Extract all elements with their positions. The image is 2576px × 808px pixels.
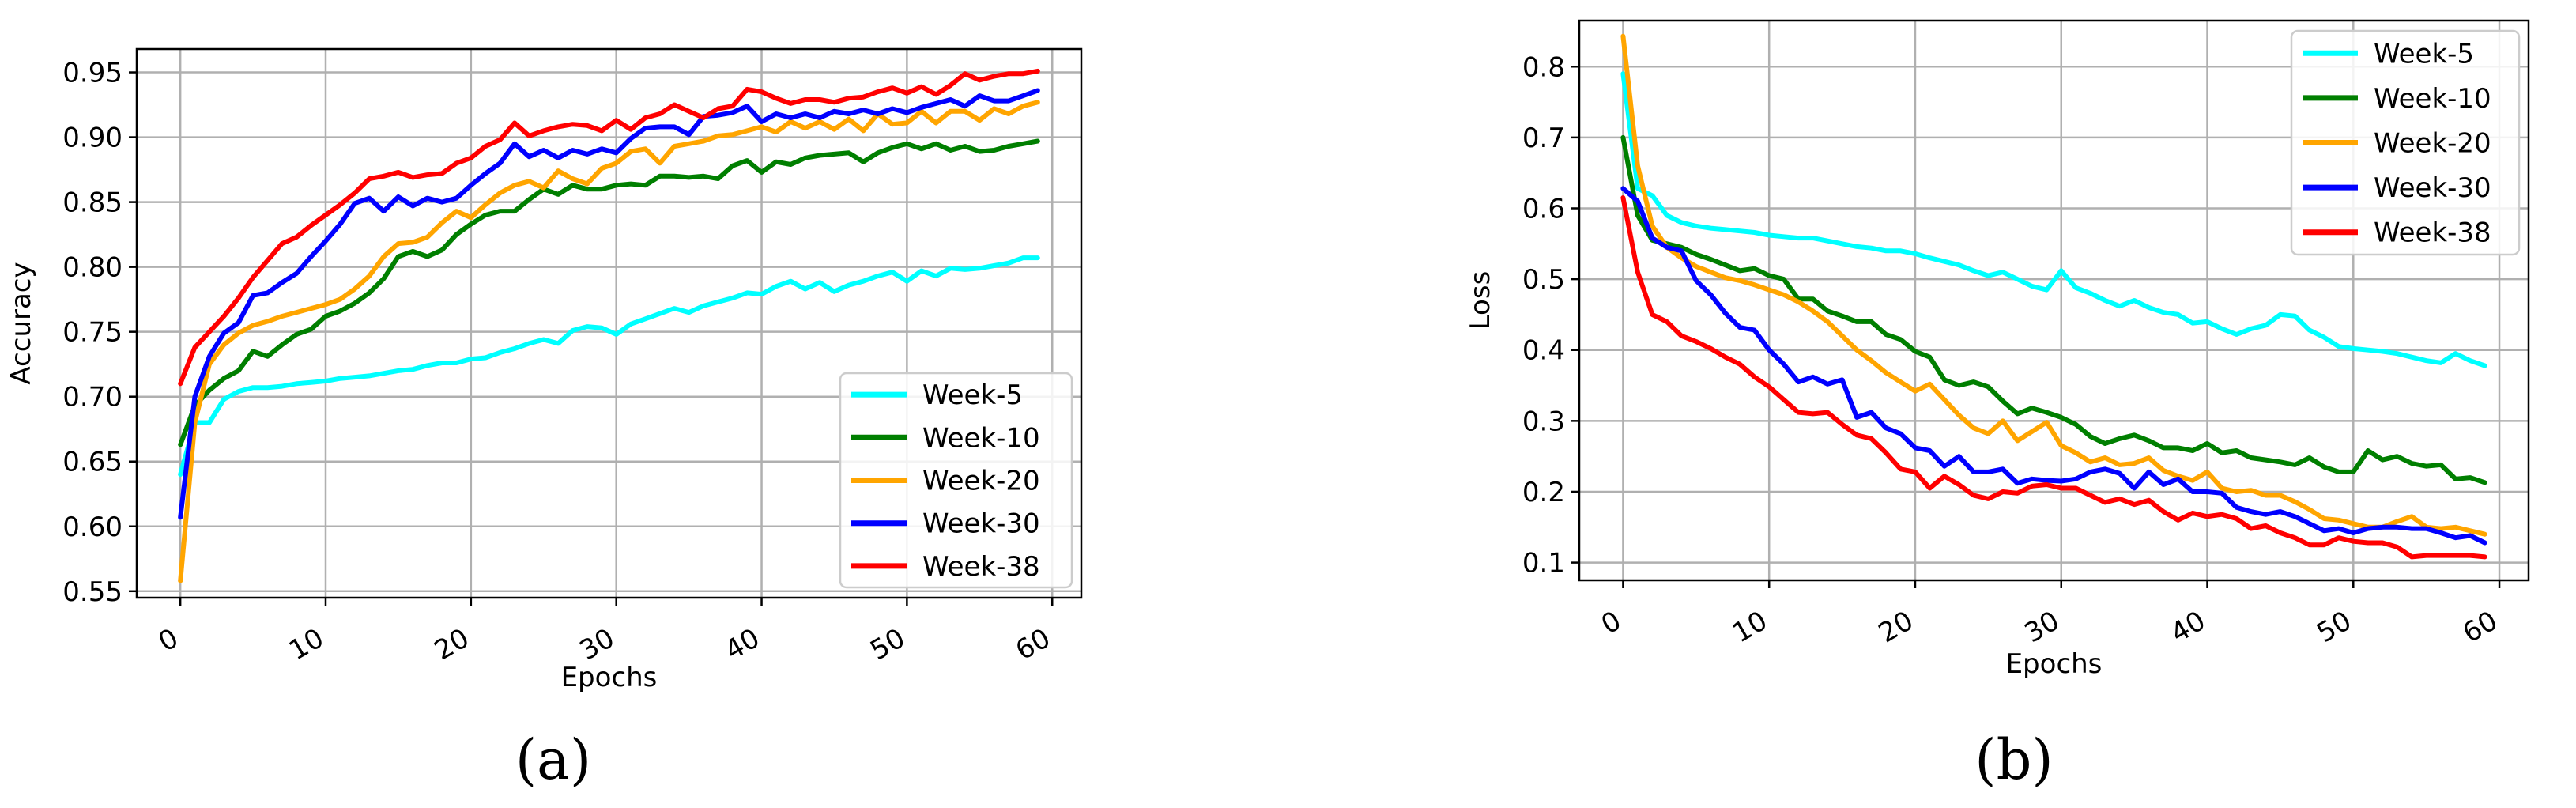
y-tick-label: 0.75 <box>62 317 123 349</box>
legend-box <box>839 372 1073 589</box>
y-tick-label: 0.2 <box>1522 477 1565 508</box>
legend-entry-label: Week-10 <box>2374 83 2491 115</box>
series-line-week-38 <box>178 68 1040 387</box>
legend-entry-label: Week-5 <box>922 379 1023 411</box>
legend-entry-label: Week-38 <box>922 551 1040 583</box>
y-tick-label: 0.65 <box>62 447 123 478</box>
y-axis-label: Loss <box>1465 271 1496 330</box>
series-line-week-30 <box>178 88 1040 520</box>
accuracy-chart: 0 10 20 30 40 50 600.550.600.650.700.750.800.8… <box>6 47 1083 792</box>
y-tick-label: 0.60 <box>62 512 123 543</box>
y-tick-label: 0.95 <box>62 58 123 89</box>
panel-caption: (a) <box>515 727 591 792</box>
y-axis-label: Accuracy <box>6 262 37 384</box>
series-line-week-5 <box>1620 71 2487 368</box>
y-tick-label: 0.80 <box>62 252 123 284</box>
legend-b: Week-5 Week-10 Week-20 Week-30 Week-38 <box>2290 29 2521 256</box>
plot-frame-b <box>1578 19 2530 582</box>
series-line-week-10 <box>178 138 1040 447</box>
series-line-week-38 <box>1620 195 2487 560</box>
panel-caption: (b) <box>1974 727 2053 792</box>
series-line-week-30 <box>1620 186 2487 546</box>
x-axis-label: Epochs <box>561 662 658 693</box>
series-line-week-20 <box>178 100 1040 583</box>
legend-box <box>2290 29 2521 256</box>
y-tick-label: 0.90 <box>62 123 123 154</box>
y-tick-label: 0.3 <box>1522 406 1565 437</box>
y-tick-label: 0.5 <box>1522 264 1565 296</box>
y-tick-label: 0.4 <box>1522 335 1565 367</box>
y-tick-label: 0.55 <box>62 576 123 608</box>
y-tick-label: 0.70 <box>62 382 123 413</box>
x-axis-label: Epochs <box>2006 648 2103 680</box>
series-line-week-10 <box>1620 134 2487 485</box>
y-tick-label: 0.7 <box>1522 123 1565 154</box>
series-line-week-5 <box>178 255 1040 478</box>
legend-entry-label: Week-30 <box>922 508 1040 540</box>
legend-a: Week-5 Week-10 Week-20 Week-30 Week-38 <box>839 372 1073 589</box>
series-line-week-20 <box>1620 33 2487 537</box>
y-tick-label: 0.85 <box>62 187 123 219</box>
plot-frame-a <box>135 47 1083 599</box>
y-tick-label: 0.8 <box>1522 51 1565 83</box>
legend-entry-label: Week-20 <box>922 466 1040 497</box>
legend-entry-label: Week-38 <box>2374 217 2491 249</box>
legend-entry-label: Week-30 <box>2374 172 2491 204</box>
y-tick-label: 0.6 <box>1522 193 1565 225</box>
legend-entry-label: Week-10 <box>922 422 1040 454</box>
legend-entry-label: Week-20 <box>2374 128 2491 160</box>
legend-entry-label: Week-5 <box>2374 38 2474 70</box>
loss-chart: 0 10 20 30 40 50 600.10.20.30.40.50.60.70.8Epo… <box>1465 19 2530 792</box>
y-tick-label: 0.1 <box>1522 548 1565 580</box>
